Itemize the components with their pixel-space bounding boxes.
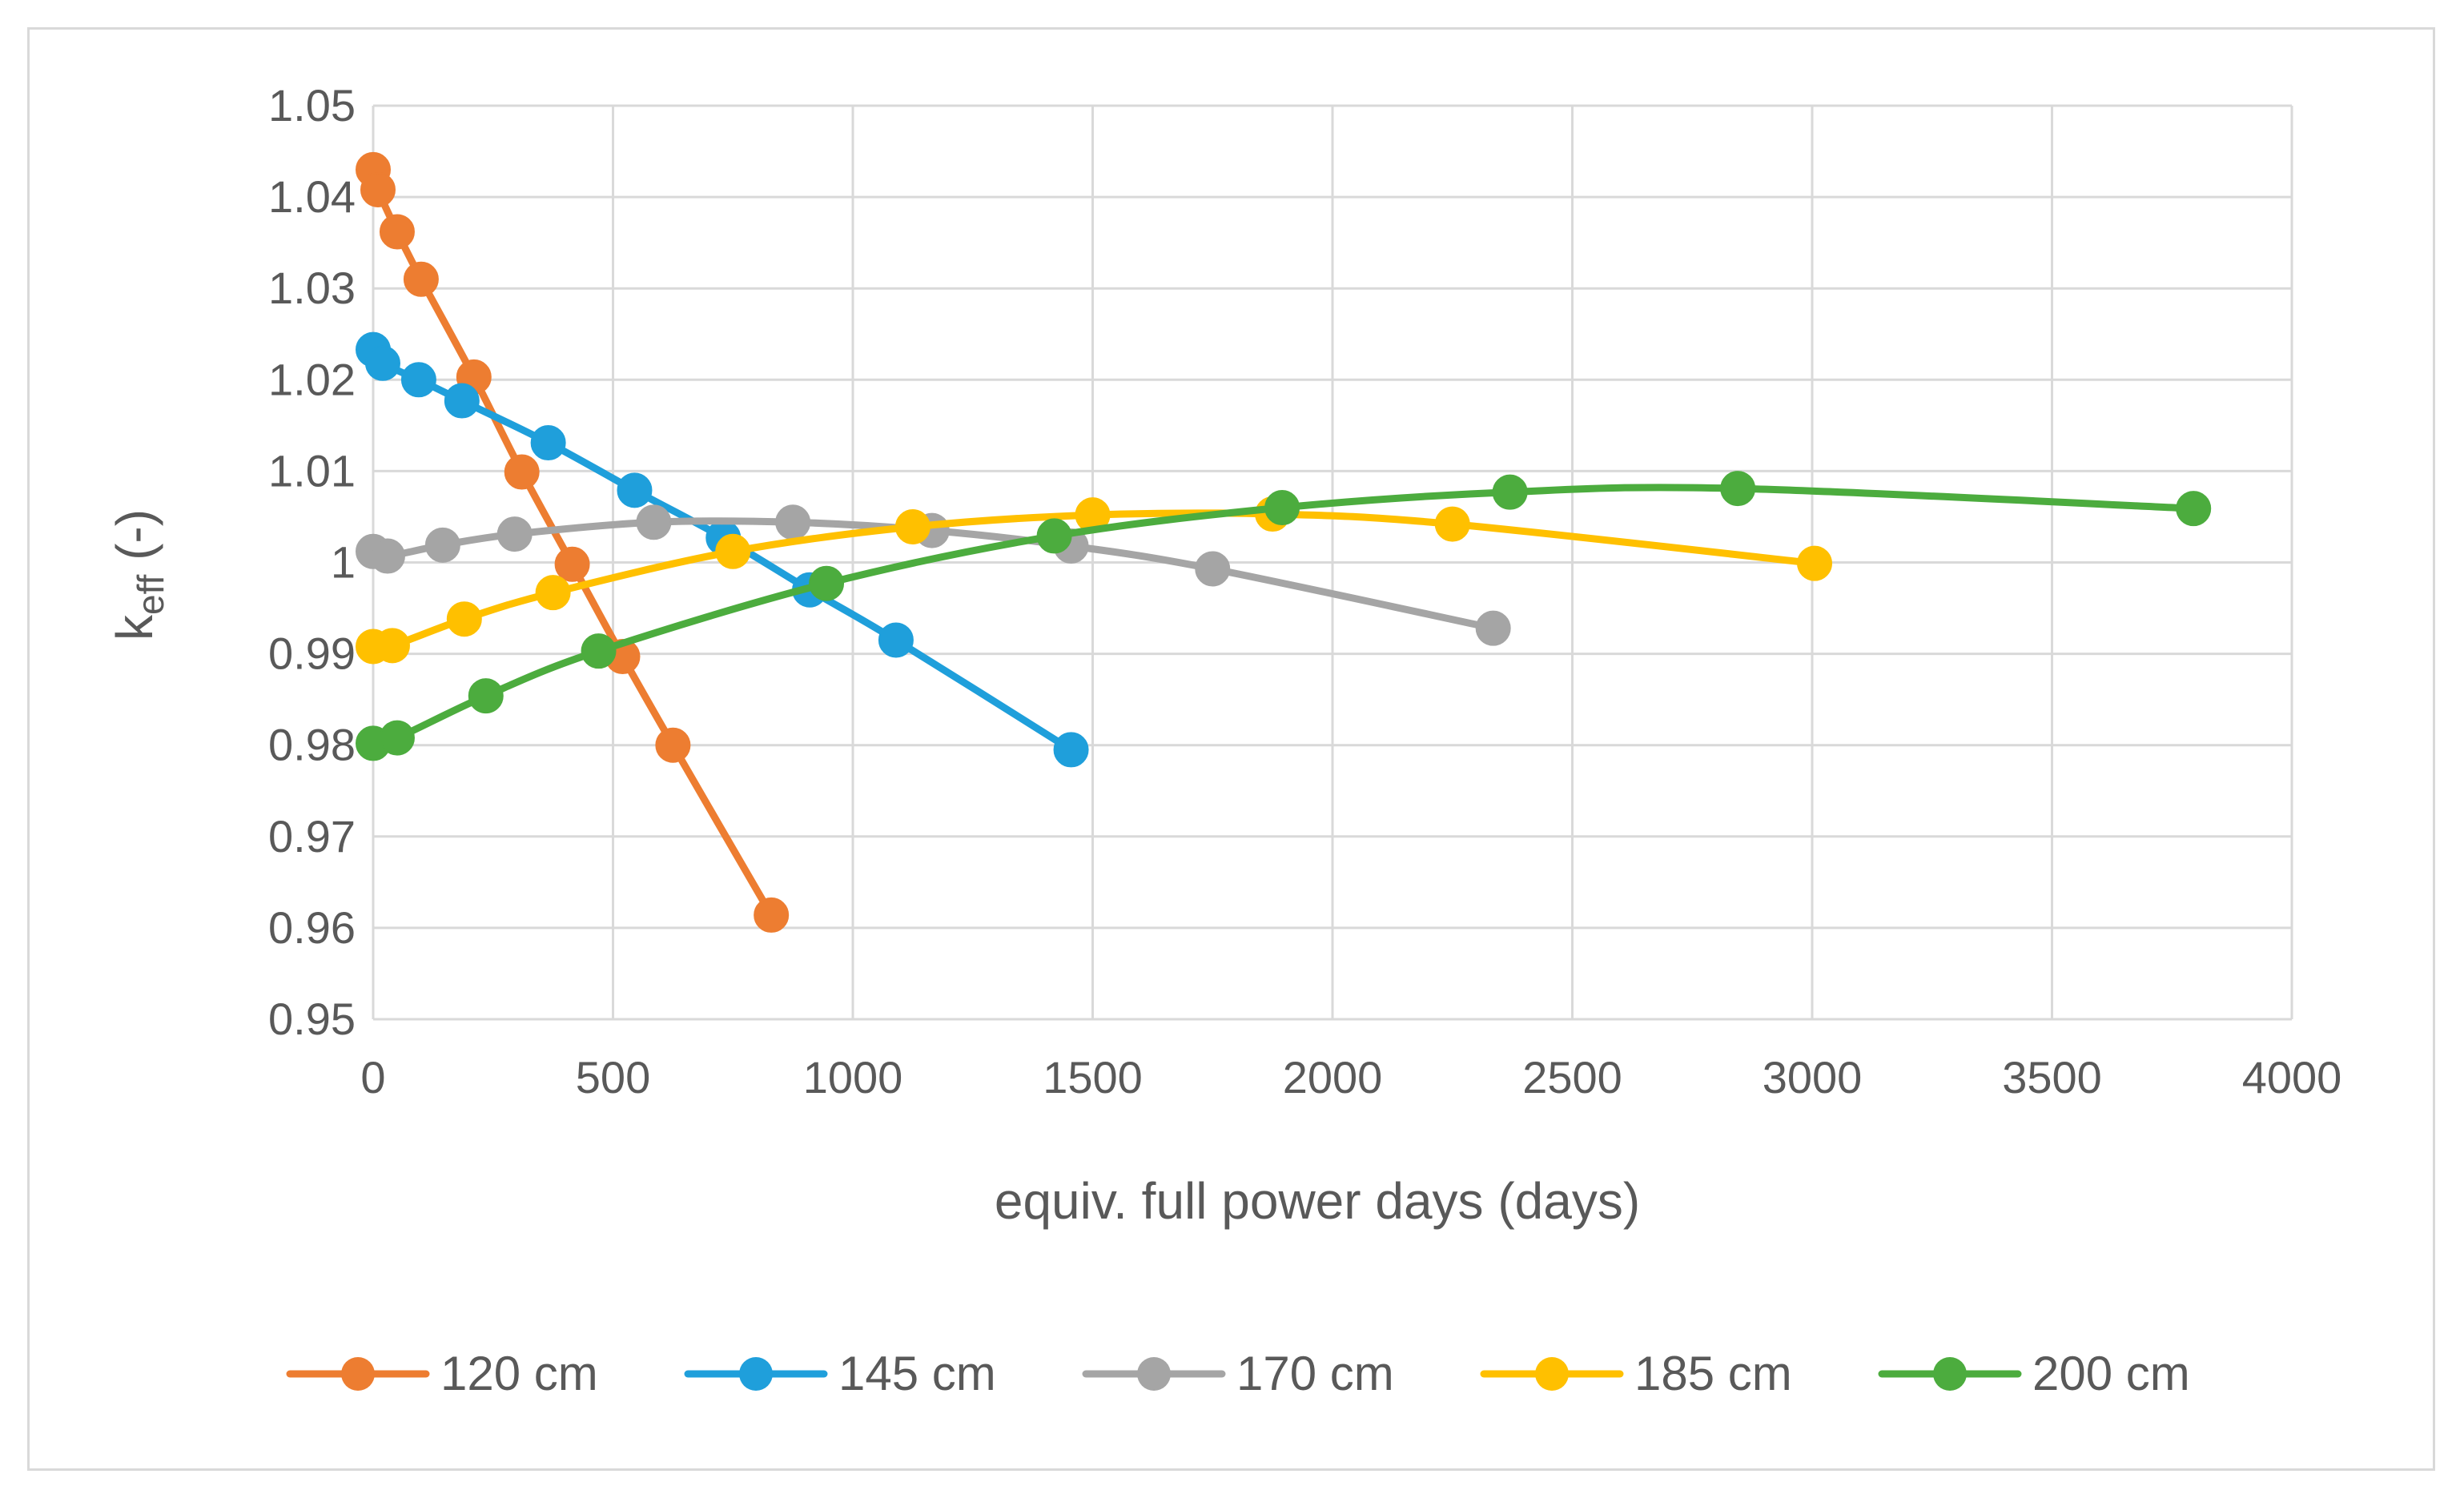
- legend-item: 145 cm: [684, 1347, 996, 1400]
- data-point: [400, 362, 436, 398]
- x-tick-label: 0: [360, 1052, 385, 1102]
- data-point: [715, 533, 751, 569]
- legend-label: 120 cm: [440, 1347, 598, 1400]
- y-tick-label: 0.95: [268, 994, 356, 1044]
- x-tick-label: 2000: [1283, 1052, 1383, 1102]
- data-point: [1475, 610, 1511, 646]
- data-point: [530, 425, 566, 461]
- data-point: [468, 678, 504, 714]
- data-point: [581, 633, 617, 669]
- x-tick-label: 4000: [2242, 1052, 2342, 1102]
- data-point: [535, 575, 571, 611]
- data-point: [754, 897, 790, 933]
- data-point: [444, 383, 480, 419]
- y-tick-label: 1.05: [268, 80, 356, 131]
- data-point: [2176, 491, 2212, 527]
- data-point: [554, 546, 590, 582]
- legend-item: 170 cm: [1082, 1347, 1394, 1400]
- data-point: [496, 516, 533, 552]
- data-point: [446, 601, 482, 637]
- legend-label: 170 cm: [1236, 1347, 1394, 1400]
- legend-marker: [1535, 1357, 1569, 1391]
- legend-label: 145 cm: [838, 1347, 996, 1400]
- legend-item: 185 cm: [1480, 1347, 1792, 1400]
- data-point: [379, 720, 415, 756]
- y-tick-label: 1: [331, 537, 356, 588]
- x-tick-label: 1500: [1043, 1052, 1143, 1102]
- data-point: [364, 345, 400, 381]
- legend-label: 185 cm: [1634, 1347, 1792, 1400]
- data-point: [424, 527, 460, 563]
- data-point: [1053, 732, 1089, 768]
- data-point: [809, 565, 845, 601]
- series-lines: [356, 151, 2212, 933]
- data-point: [775, 504, 811, 540]
- y-tick-label: 0.98: [268, 720, 356, 770]
- data-point: [374, 628, 410, 664]
- x-tick-label: 1000: [803, 1052, 903, 1102]
- x-tick-label: 500: [576, 1052, 650, 1102]
- legend-label: 200 cm: [2032, 1347, 2190, 1400]
- data-point: [1492, 474, 1528, 510]
- y-tick-label: 1.03: [268, 263, 356, 313]
- data-point: [379, 214, 415, 250]
- data-point: [1720, 471, 1756, 507]
- y-tick-label: 1.04: [268, 171, 356, 222]
- data-point: [1036, 518, 1072, 554]
- x-axis-title: equiv. full power days (days): [995, 1172, 1640, 1230]
- y-tick-label: 0.97: [268, 811, 356, 861]
- data-point: [1434, 506, 1470, 542]
- x-tick-label: 3500: [2002, 1052, 2102, 1102]
- data-point: [878, 622, 914, 658]
- data-point: [403, 261, 439, 297]
- legend: 120 cm 145 cm 170 cm 185 cm 200 cm: [286, 1347, 2190, 1400]
- data-point: [894, 509, 931, 545]
- grid: [372, 104, 2293, 1021]
- legend-marker: [1933, 1357, 1967, 1391]
- legend-item: 120 cm: [286, 1347, 598, 1400]
- x-tick-label: 3000: [1763, 1052, 1863, 1102]
- data-point: [636, 504, 672, 540]
- x-tick-label: 2500: [1522, 1052, 1622, 1102]
- data-point: [1796, 545, 1832, 581]
- data-point: [369, 538, 405, 574]
- data-point: [1264, 490, 1300, 526]
- y-axis-title-main: k: [106, 614, 163, 641]
- data-point: [1195, 551, 1231, 587]
- legend-marker: [341, 1357, 375, 1391]
- series-200-cm: [356, 471, 2212, 761]
- x-axis-ticks: 0 500 1000 1500 2000 2500 3000 3500 4000: [360, 1052, 2341, 1102]
- y-axis-title-tail: (-): [106, 509, 163, 575]
- y-tick-label: 0.96: [268, 902, 356, 953]
- data-point: [360, 171, 396, 207]
- y-tick-label: 1.02: [268, 354, 356, 404]
- legend-marker: [1137, 1357, 1171, 1391]
- y-tick-label: 0.99: [268, 629, 356, 679]
- legend-item: 200 cm: [1878, 1347, 2190, 1400]
- data-point: [504, 454, 540, 490]
- y-tick-label: 1.01: [268, 445, 356, 496]
- data-point: [655, 727, 691, 763]
- y-axis-ticks: 0.95 0.96 0.97 0.98 0.99 1 1.01 1.02 1.03 1.04 1.0…: [268, 80, 356, 1044]
- data-point: [617, 472, 653, 508]
- y-axis-title: keff (-): [106, 509, 171, 641]
- legend-marker: [739, 1357, 773, 1391]
- series-170-cm: [356, 504, 1511, 646]
- y-axis-title-subscript: eff: [130, 574, 171, 615]
